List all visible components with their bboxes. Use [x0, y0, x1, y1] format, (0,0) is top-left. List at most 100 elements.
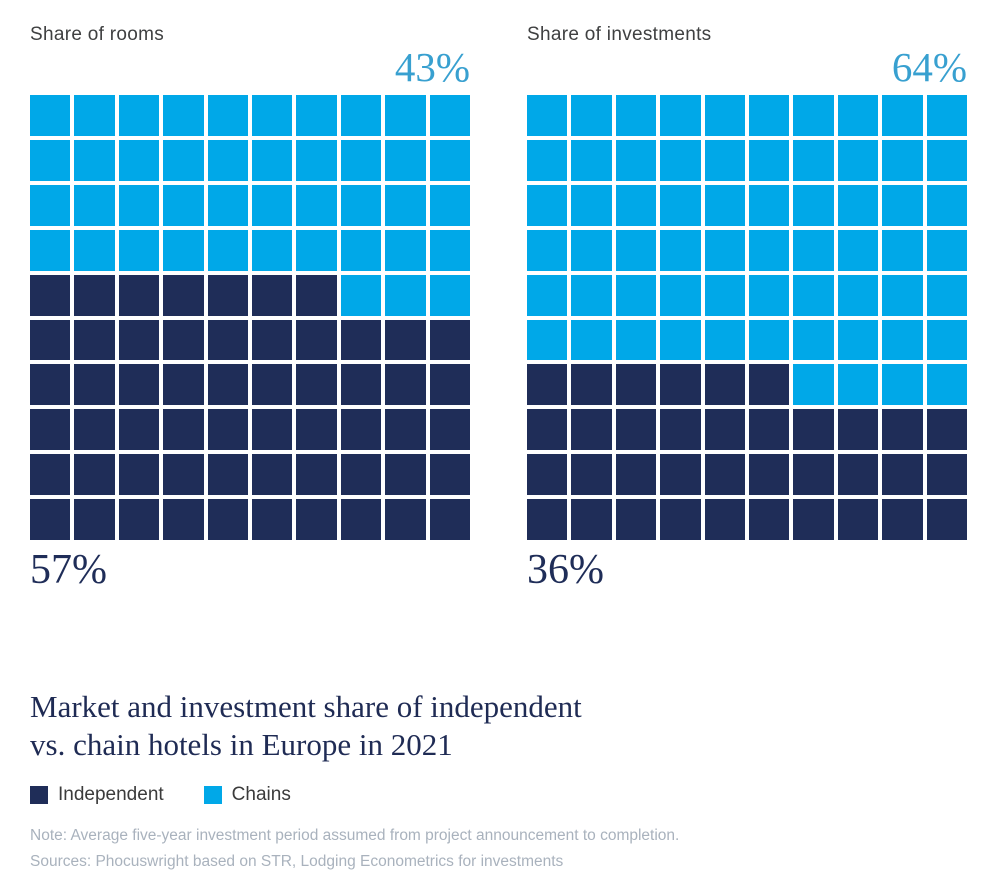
waffle-cell-independent	[571, 364, 612, 406]
waffle-cell-independent	[252, 274, 293, 316]
waffle-cell-chains	[926, 184, 967, 226]
waffle-cell-independent	[527, 409, 568, 451]
waffle-cell-chains	[793, 274, 834, 316]
waffle-cell-independent	[429, 364, 470, 406]
waffle-cell-chains	[74, 95, 115, 136]
waffle-cell-independent	[660, 364, 701, 406]
waffle-cell-chains	[837, 184, 879, 226]
waffle-cell-chains	[340, 139, 382, 181]
waffle-cell-independent	[429, 409, 470, 451]
waffle-cell-independent	[749, 454, 790, 496]
waffle-cell-independent	[793, 499, 834, 540]
waffle-cell-chains	[163, 139, 204, 181]
waffle-cell-chains	[385, 139, 426, 181]
waffle-cell-chains	[527, 229, 568, 271]
chains-percentage-investments: 64%	[891, 44, 967, 90]
waffle-cell-chains	[704, 139, 745, 181]
legend: Independent Chains	[30, 784, 291, 806]
waffle-cell-independent	[340, 409, 382, 451]
waffle-cell-independent	[118, 319, 160, 361]
waffle-cell-chains	[882, 139, 923, 181]
waffle-cell-chains	[340, 184, 382, 226]
waffle-cell-chains	[660, 274, 701, 316]
waffle-cell-independent	[30, 364, 71, 406]
waffle-cell-independent	[30, 319, 71, 361]
waffle-cell-chains	[74, 139, 115, 181]
waffle-cell-chains	[615, 229, 657, 271]
waffle-cell-independent	[571, 499, 612, 540]
waffle-cell-independent	[163, 409, 204, 451]
waffle-cell-chains	[571, 319, 612, 361]
waffle-cell-chains	[882, 364, 923, 406]
waffle-cell-independent	[882, 499, 923, 540]
waffle-cell-independent	[385, 409, 426, 451]
waffle-cell-chains	[660, 184, 701, 226]
waffle-cell-independent	[385, 454, 426, 496]
waffle-cell-chains	[429, 274, 470, 316]
waffle-cell-chains	[660, 319, 701, 361]
waffle-cell-independent	[30, 274, 71, 316]
waffle-cell-independent	[296, 364, 337, 406]
waffle-cell-independent	[527, 454, 568, 496]
waffle-cell-independent	[926, 454, 967, 496]
waffle-cell-independent	[527, 364, 568, 406]
waffle-cell-independent	[74, 364, 115, 406]
waffle-cell-chains	[429, 229, 470, 271]
waffle-cell-chains	[882, 229, 923, 271]
waffle-cell-chains	[296, 95, 337, 136]
waffle-cell-independent	[793, 409, 834, 451]
waffle-cell-chains	[385, 229, 426, 271]
waffle-cell-chains	[385, 95, 426, 136]
waffle-cell-chains	[882, 274, 923, 316]
waffle-cell-chains	[749, 274, 790, 316]
waffle-cell-independent	[30, 499, 71, 540]
chart-label-investments: Share of investments	[527, 24, 712, 45]
waffle-cell-independent	[882, 454, 923, 496]
waffle-cell-chains	[793, 139, 834, 181]
waffle-cell-independent	[704, 454, 745, 496]
waffle-cell-chains	[704, 274, 745, 316]
waffle-cell-independent	[340, 319, 382, 361]
waffle-cell-independent	[837, 499, 879, 540]
waffle-cell-chains	[30, 184, 71, 226]
waffle-cell-chains	[615, 184, 657, 226]
waffle-cell-independent	[296, 454, 337, 496]
waffle-cell-independent	[207, 319, 248, 361]
waffle-cell-chains	[207, 95, 248, 136]
waffle-cell-chains	[571, 139, 612, 181]
waffle-cell-independent	[207, 274, 248, 316]
waffle-cell-chains	[793, 229, 834, 271]
waffle-cell-chains	[615, 95, 657, 136]
waffle-cell-independent	[926, 499, 967, 540]
waffle-cell-independent	[704, 364, 745, 406]
waffle-cell-independent	[252, 454, 293, 496]
waffle-grid-investments	[527, 95, 967, 540]
waffle-cell-independent	[118, 409, 160, 451]
waffle-cell-independent	[429, 454, 470, 496]
legend-label-independent: Independent	[58, 784, 164, 805]
waffle-cell-chains	[296, 139, 337, 181]
waffle-cell-independent	[163, 364, 204, 406]
waffle-cell-independent	[749, 499, 790, 540]
waffle-cell-chains	[429, 95, 470, 136]
legend-item-independent: Independent	[30, 784, 164, 806]
waffle-cell-chains	[118, 139, 160, 181]
waffle-cell-independent	[385, 319, 426, 361]
waffle-cell-chains	[749, 139, 790, 181]
waffle-cell-independent	[207, 409, 248, 451]
legend-swatch-chains	[203, 786, 222, 804]
waffle-cell-chains	[615, 274, 657, 316]
waffle-cell-independent	[207, 454, 248, 496]
waffle-cell-independent	[252, 409, 293, 451]
waffle-cell-chains	[385, 184, 426, 226]
waffle-cell-independent	[74, 274, 115, 316]
waffle-cell-chains	[837, 364, 879, 406]
waffle-cell-chains	[926, 274, 967, 316]
waffle-cell-independent	[296, 499, 337, 540]
waffle-cell-chains	[252, 229, 293, 271]
waffle-cell-chains	[882, 319, 923, 361]
waffle-cell-chains	[837, 139, 879, 181]
waffle-cell-independent	[793, 454, 834, 496]
waffle-cell-independent	[882, 409, 923, 451]
